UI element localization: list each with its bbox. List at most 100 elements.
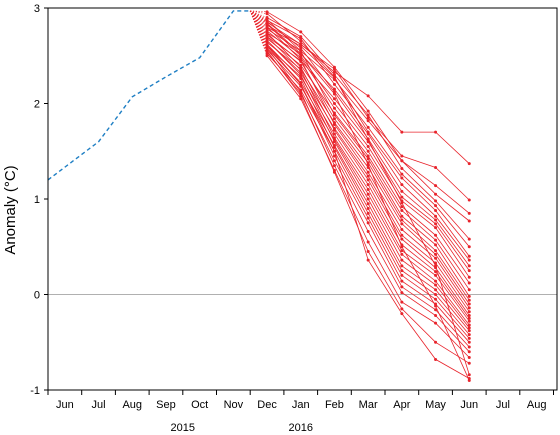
forecast-point <box>400 205 404 209</box>
forecast-point <box>467 333 471 337</box>
forecast-point <box>299 46 303 50</box>
forecast-point <box>366 207 370 211</box>
forecast-point <box>467 281 471 285</box>
forecast-point <box>299 39 303 43</box>
x-month-label: Dec <box>257 399 277 411</box>
forecast-point <box>434 293 438 296</box>
forecast-point <box>467 326 471 330</box>
forecast-point <box>467 340 471 344</box>
forecast-bridge-17 <box>249 10 268 28</box>
forecast-point <box>400 312 404 316</box>
forecast-point <box>366 187 370 191</box>
forecast-bridge-30 <box>249 10 268 56</box>
forecast-point <box>467 288 471 292</box>
forecast-point <box>400 172 404 176</box>
forecast-point <box>299 49 303 53</box>
forecast-point <box>434 233 438 237</box>
forecast-bridge-19 <box>249 10 268 34</box>
forecast-point <box>400 189 404 193</box>
forecast-point <box>299 90 303 94</box>
observed-line <box>47 10 251 181</box>
forecast-point <box>366 144 370 148</box>
forecast-point <box>467 378 471 382</box>
observed-series-layer <box>47 10 251 181</box>
forecast-point <box>299 94 303 98</box>
forecast-point <box>265 21 269 25</box>
forecast-point <box>400 249 404 253</box>
forecast-point <box>366 240 370 244</box>
forecast-point <box>366 113 370 117</box>
forecast-point <box>467 329 471 333</box>
forecast-point <box>467 275 471 279</box>
forecast-point <box>366 202 370 206</box>
forecast-point <box>467 254 471 258</box>
forecast-point <box>366 132 370 136</box>
forecast-point <box>434 184 438 188</box>
forecast-bridge-4 <box>249 10 268 30</box>
forecast-point <box>332 123 336 127</box>
forecast-point <box>299 58 303 62</box>
forecast-point <box>467 162 471 166</box>
forecast-point <box>434 314 438 318</box>
forecast-point <box>332 159 336 163</box>
forecast-point <box>434 270 438 274</box>
x-year-label: 2015 <box>171 422 195 434</box>
forecast-point <box>366 138 370 142</box>
forecast-point <box>434 226 438 230</box>
forecast-point <box>467 294 471 298</box>
forecast-point <box>366 119 370 123</box>
forecast-point <box>434 249 438 253</box>
forecast-point <box>467 258 471 262</box>
forecast-point <box>265 17 269 21</box>
forecast-point <box>366 216 370 220</box>
forecast-point <box>366 197 370 201</box>
forecast-point <box>366 170 370 174</box>
forecast-point <box>467 298 471 302</box>
forecast-point <box>299 30 303 34</box>
forecast-point <box>467 323 471 327</box>
forecast-point <box>332 97 336 101</box>
forecast-point <box>400 279 404 283</box>
forecast-point <box>434 321 438 325</box>
forecast-point <box>400 208 404 212</box>
forecast-bridge-15 <box>249 10 268 35</box>
forecast-point <box>467 237 471 241</box>
y-axis-title: Anomaly (°C) <box>2 165 19 254</box>
forecast-point <box>332 113 336 117</box>
forecast-point <box>332 145 336 149</box>
forecast-point <box>434 214 438 218</box>
forecast-point <box>434 238 438 242</box>
forecast-point <box>332 102 336 105</box>
forecast-point <box>299 37 303 41</box>
forecast-point <box>332 106 336 110</box>
y-tick-label: 1 <box>34 194 40 206</box>
x-month-label: Sep <box>156 399 176 411</box>
forecast-point <box>366 157 370 161</box>
x-month-label: Nov <box>224 399 244 411</box>
forecast-point <box>366 183 370 187</box>
forecast-point <box>400 130 404 134</box>
forecast-point <box>467 306 471 310</box>
forecast-point <box>366 221 370 225</box>
forecast-point <box>400 269 404 273</box>
forecast-point <box>332 92 336 96</box>
forecast-point <box>434 288 438 292</box>
forecast-point <box>400 273 404 277</box>
forecast-bridge-16 <box>249 10 268 43</box>
forecast-point <box>366 192 370 196</box>
forecast-point <box>332 117 336 121</box>
forecast-point <box>434 243 438 247</box>
forecast-point <box>265 46 269 50</box>
forecast-point <box>434 208 438 212</box>
forecast-point <box>366 174 370 178</box>
forecast-point <box>467 345 471 349</box>
forecast-point <box>299 52 303 56</box>
forecast-point <box>366 125 370 129</box>
forecast-bridge-29 <box>249 10 268 49</box>
forecast-point <box>366 94 370 98</box>
x-month-label: Aug <box>122 399 142 411</box>
forecast-point <box>467 350 471 354</box>
forecast-point <box>434 304 438 308</box>
x-month-label: Jan <box>292 399 310 411</box>
forecast-point <box>400 245 404 249</box>
